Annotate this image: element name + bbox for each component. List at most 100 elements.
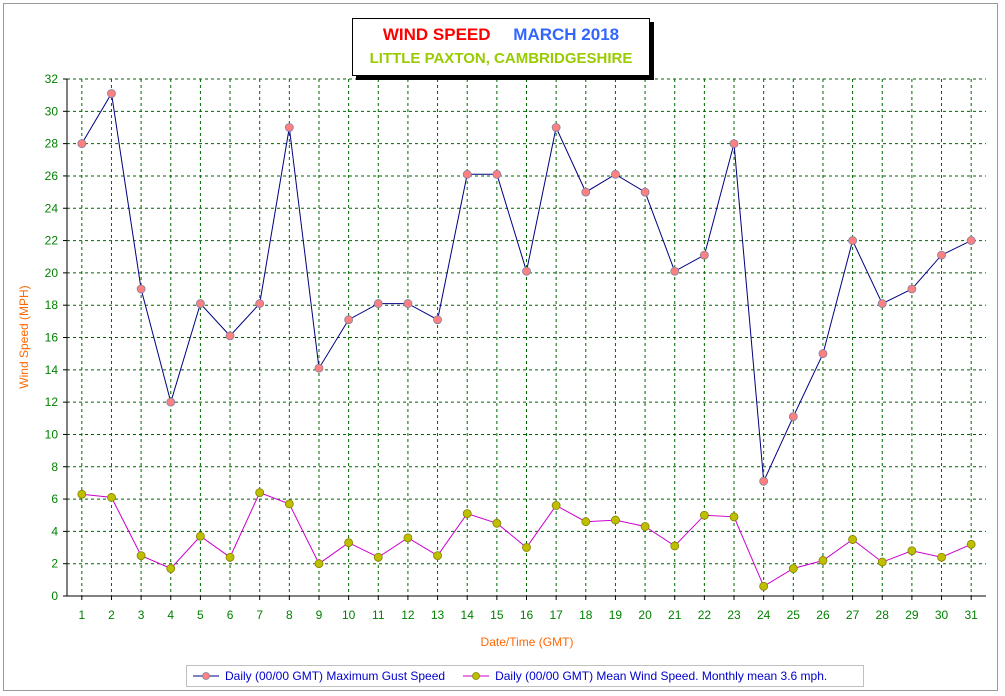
y-tick-label: 8	[51, 460, 58, 474]
axes	[63, 78, 986, 600]
series	[77, 89, 976, 591]
y-tick-label: 22	[45, 234, 59, 248]
data-point-gust	[729, 139, 739, 149]
chart-title-box: WIND SPEED MARCH 2018 LITTLE PAXTON, CAM…	[352, 18, 650, 76]
x-tick-label: 17	[549, 608, 563, 622]
data-point-gust	[314, 363, 324, 373]
x-tick-label: 1	[78, 608, 85, 622]
legend-label-gust: Daily (00/00 GMT) Maximum Gust Speed	[225, 669, 446, 683]
data-point-gust	[788, 412, 798, 422]
data-point-gust	[107, 89, 116, 98]
x-axis-label: Date/Time (GMT)	[481, 635, 574, 649]
x-tick-label: 9	[316, 608, 323, 622]
data-point-mean	[937, 552, 946, 562]
data-point-gust	[848, 236, 857, 245]
data-point-mean	[492, 518, 502, 528]
y-tick-label: 28	[45, 137, 59, 151]
x-tick-label: 6	[227, 608, 234, 622]
data-point-gust	[462, 169, 472, 179]
data-point-mean	[403, 533, 413, 543]
data-point-gust	[581, 187, 591, 197]
y-tick-label: 14	[45, 363, 59, 377]
y-tick-label: 12	[45, 395, 59, 409]
x-tick-label: 4	[167, 608, 174, 622]
y-tick-label: 32	[45, 72, 59, 86]
data-point-mean	[818, 556, 828, 565]
x-tick-label: 23	[727, 608, 741, 622]
legend-swatch-mean	[463, 672, 490, 680]
y-tick-label: 6	[51, 492, 58, 506]
chart-month: MARCH 2018	[513, 25, 620, 44]
data-point-gust	[759, 476, 769, 486]
chart-frame	[3, 3, 998, 691]
data-point-mean	[670, 541, 680, 551]
y-tick-label: 30	[45, 104, 59, 118]
data-point-gust	[255, 299, 265, 308]
data-point-gust	[373, 299, 383, 308]
legend-label-mean: Daily (00/00 GMT) Mean Wind Speed. Month…	[495, 669, 828, 683]
data-point-mean	[225, 552, 235, 562]
x-tick-label: 30	[935, 608, 949, 622]
x-tick-label: 8	[286, 608, 293, 622]
x-tick-label: 10	[342, 608, 356, 622]
data-point-mean	[136, 551, 146, 561]
data-point-mean	[788, 564, 798, 573]
x-tick-label: 19	[609, 608, 623, 622]
data-point-mean	[166, 564, 176, 573]
data-point-gust	[344, 315, 354, 325]
y-tick-label: 2	[51, 557, 58, 571]
x-tick-label: 5	[197, 608, 204, 622]
data-point-mean	[462, 509, 472, 519]
x-tick-label: 15	[490, 608, 504, 622]
data-point-gust	[818, 349, 828, 359]
data-point-gust	[522, 266, 531, 276]
data-point-mean	[551, 501, 561, 510]
data-point-mean	[848, 535, 857, 544]
x-tick-label: 24	[757, 608, 771, 622]
data-point-mean	[729, 512, 739, 522]
data-point-gust	[907, 284, 917, 294]
grid-lines	[67, 78, 986, 596]
x-tick-label: 3	[138, 608, 145, 622]
data-point-mean	[522, 543, 531, 552]
x-tick-label: 27	[846, 608, 860, 622]
y-tick-label: 16	[45, 331, 59, 345]
data-point-gust	[166, 397, 176, 407]
x-tick-label: 13	[431, 608, 445, 622]
data-point-gust	[699, 250, 709, 260]
chart-title: WIND SPEED	[382, 25, 491, 44]
data-point-gust	[966, 236, 976, 245]
y-tick-label: 18	[45, 298, 59, 312]
legend: Daily (00/00 GMT) Maximum Gust Speed Dai…	[186, 665, 864, 687]
data-point-gust	[433, 315, 442, 325]
y-tick-label: 10	[45, 427, 59, 441]
x-tick-label: 21	[668, 608, 682, 622]
data-point-mean	[77, 489, 87, 499]
y-tick-label: 26	[45, 169, 59, 183]
data-point-gust	[640, 187, 650, 197]
data-point-mean	[611, 515, 620, 525]
x-tick-label: 31	[964, 608, 978, 622]
data-point-gust	[611, 169, 620, 179]
legend-item-gust: Daily (00/00 GMT) Maximum Gust Speed	[193, 669, 445, 683]
data-point-mean	[640, 522, 650, 531]
x-tick-label: 14	[461, 608, 475, 622]
data-point-mean	[107, 493, 116, 502]
data-point-gust	[225, 331, 235, 341]
data-point-mean	[581, 517, 591, 527]
data-point-mean	[966, 539, 976, 549]
x-tick-label: 28	[876, 608, 890, 622]
data-point-gust	[284, 123, 294, 132]
data-point-mean	[196, 531, 205, 541]
data-point-mean	[284, 499, 294, 509]
data-point-mean	[373, 552, 383, 562]
data-point-gust	[77, 139, 87, 149]
x-tick-label: 18	[579, 608, 593, 622]
data-point-mean	[759, 581, 769, 591]
legend-item-mean: Daily (00/00 GMT) Mean Wind Speed. Month…	[463, 669, 827, 683]
y-tick-label: 24	[45, 201, 59, 215]
data-point-mean	[907, 546, 917, 556]
data-point-mean	[877, 557, 887, 567]
